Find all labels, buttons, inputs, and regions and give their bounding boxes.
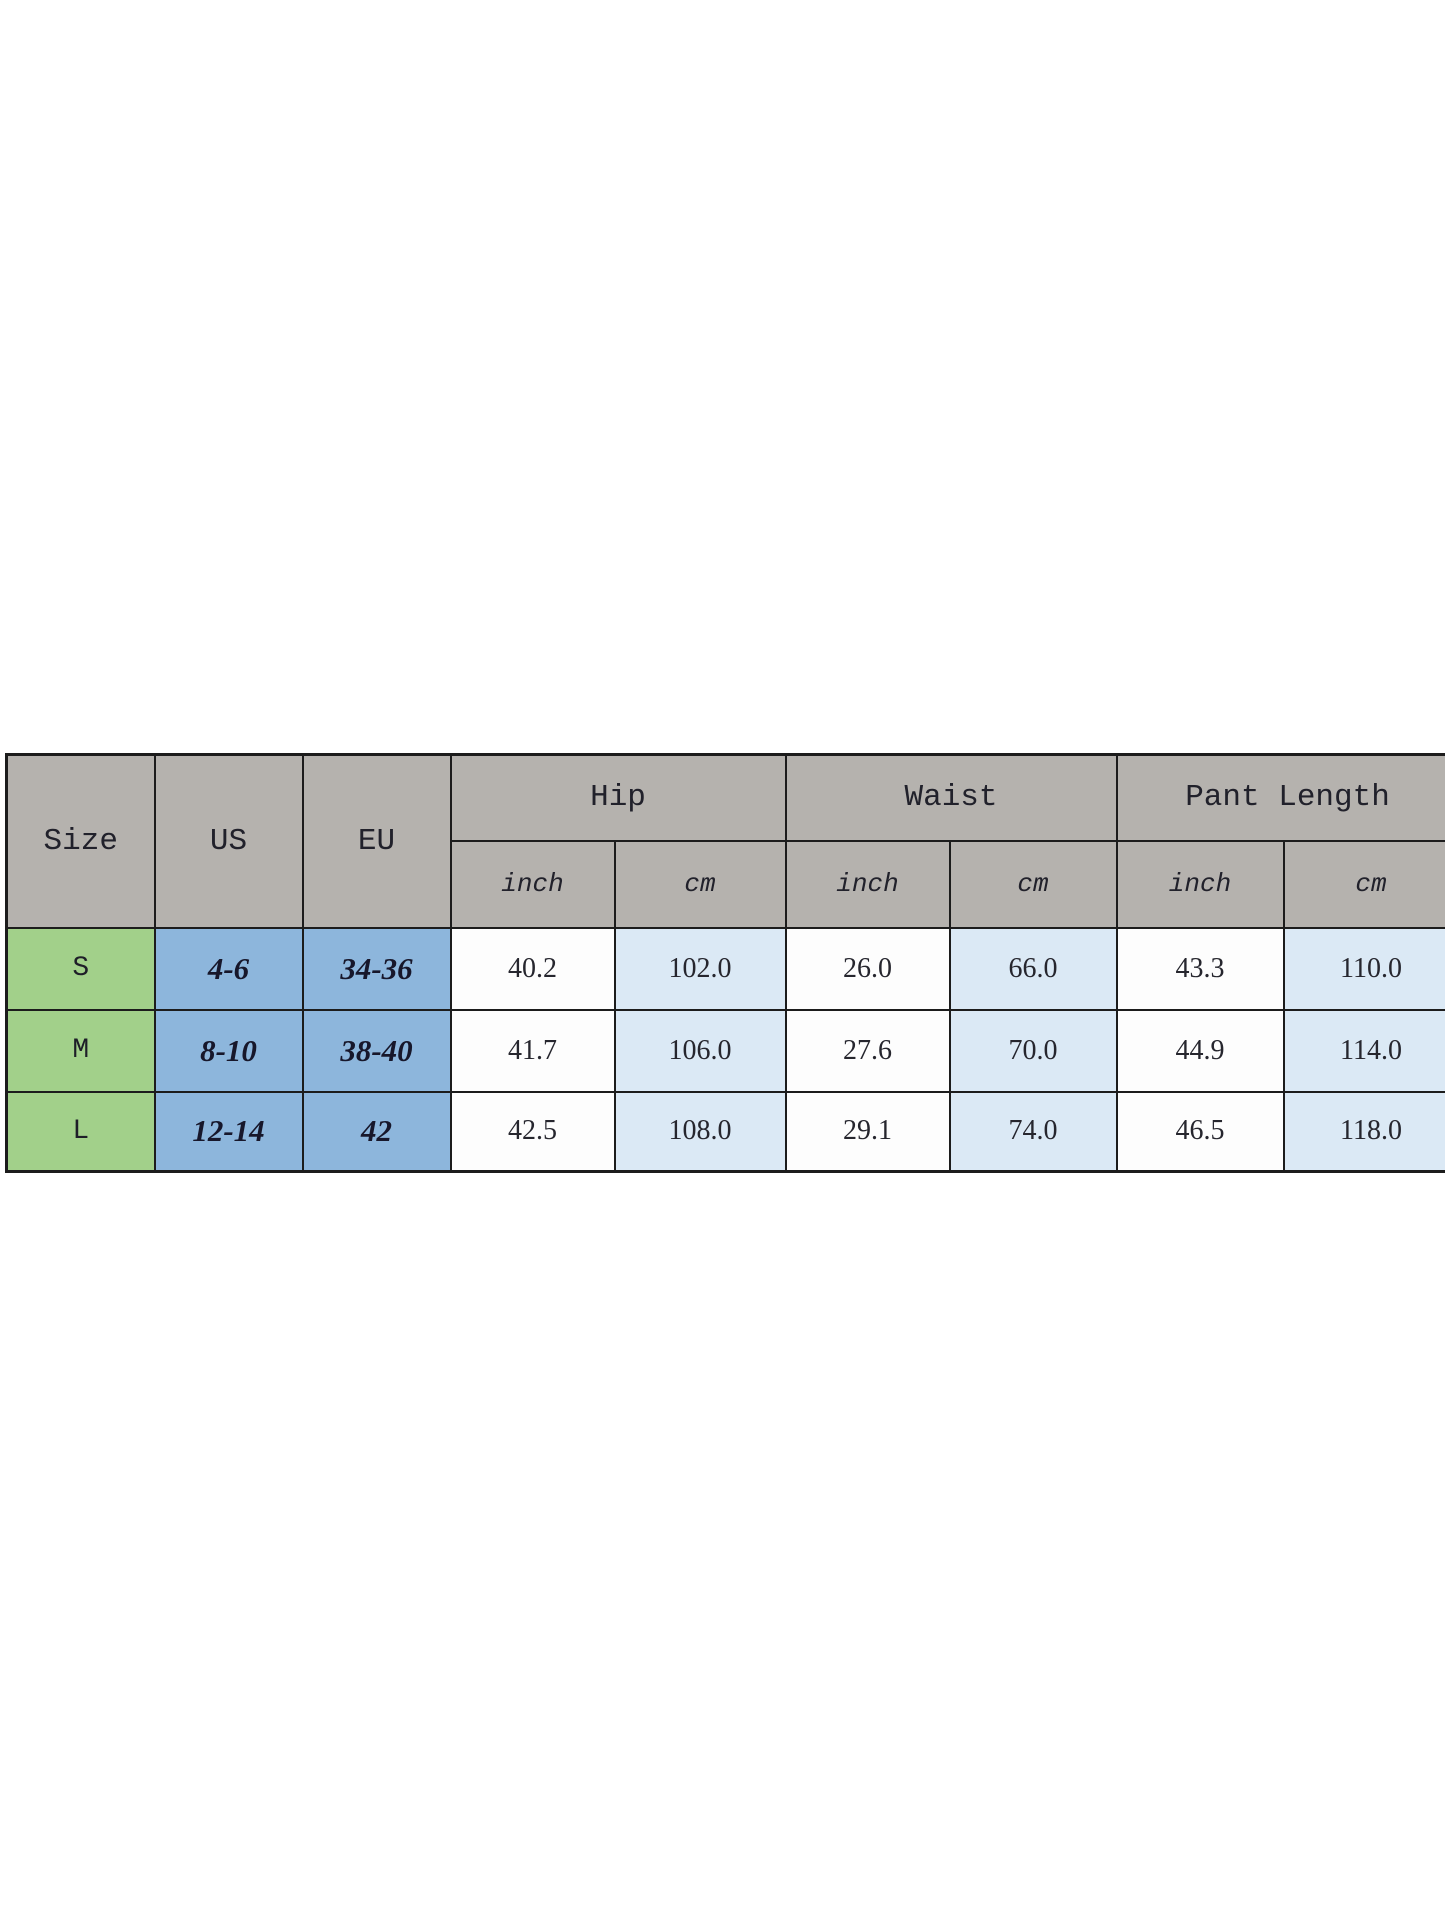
table-row-m: M 8-10 38-40 41.7 106.0 27.6 70.0 44.9 1…: [5, 1008, 1445, 1093]
cell-waist-cm: 74.0: [948, 1090, 1118, 1173]
cell-hip-cm: 102.0: [613, 926, 787, 1011]
table-row-l: L 12-14 42 42.5 108.0 29.1 74.0 46.5 118…: [5, 1090, 1445, 1173]
cell-hip-inch: 42.5: [449, 1090, 616, 1173]
cell-hip-cm: 108.0: [613, 1090, 787, 1173]
cell-waist-cm: 70.0: [948, 1008, 1118, 1093]
cell-hip-inch: 40.2: [449, 926, 616, 1011]
cell-size: L: [5, 1090, 156, 1173]
subheader-hip-cm: cm: [613, 839, 787, 929]
cell-eu: 38-40: [301, 1008, 452, 1093]
header-cell-us: US: [153, 753, 304, 929]
subheader-pant-inch: inch: [1115, 839, 1285, 929]
cell-eu: 34-36: [301, 926, 452, 1011]
header-cell-pant-length: Pant Length: [1115, 753, 1445, 842]
header-cell-hip: Hip: [449, 753, 787, 842]
cell-pant-inch: 46.5: [1115, 1090, 1285, 1173]
cell-us: 4-6: [153, 926, 304, 1011]
header-row-units: inch cm inch cm inch cm: [7, 839, 1445, 929]
cell-waist-inch: 26.0: [784, 926, 951, 1011]
table-row-s: S 4-6 34-36 40.2 102.0 26.0 66.0 43.3 11…: [5, 926, 1445, 1011]
header-row-groups: Size US EU Hip Waist Pant Length: [5, 753, 1445, 929]
cell-size: S: [5, 926, 156, 1011]
size-chart: Size US EU Hip Waist Pant Length inch cm…: [5, 753, 1445, 1173]
cell-pant-cm: 110.0: [1282, 926, 1445, 1011]
size-chart-table: Size US EU Hip Waist Pant Length inch cm…: [5, 753, 1445, 1173]
cell-waist-cm: 66.0: [948, 926, 1118, 1011]
cell-us: 12-14: [153, 1090, 304, 1173]
cell-pant-inch: 43.3: [1115, 926, 1285, 1011]
header-cell-size: Size: [5, 753, 156, 929]
subheader-hip-inch: inch: [449, 839, 616, 929]
cell-waist-inch: 29.1: [784, 1090, 951, 1173]
subheader-pant-cm: cm: [1282, 839, 1445, 929]
cell-eu: 42: [301, 1090, 452, 1173]
subheader-waist-cm: cm: [948, 839, 1118, 929]
subheader-waist-inch: inch: [784, 839, 951, 929]
header-cell-eu: EU: [301, 753, 452, 929]
cell-pant-cm: 114.0: [1282, 1008, 1445, 1093]
cell-hip-inch: 41.7: [449, 1008, 616, 1093]
cell-waist-inch: 27.6: [784, 1008, 951, 1093]
cell-us: 8-10: [153, 1008, 304, 1093]
header-cell-waist: Waist: [784, 753, 1118, 842]
cell-size: M: [5, 1008, 156, 1093]
cell-pant-cm: 118.0: [1282, 1090, 1445, 1173]
cell-pant-inch: 44.9: [1115, 1008, 1285, 1093]
cell-hip-cm: 106.0: [613, 1008, 787, 1093]
